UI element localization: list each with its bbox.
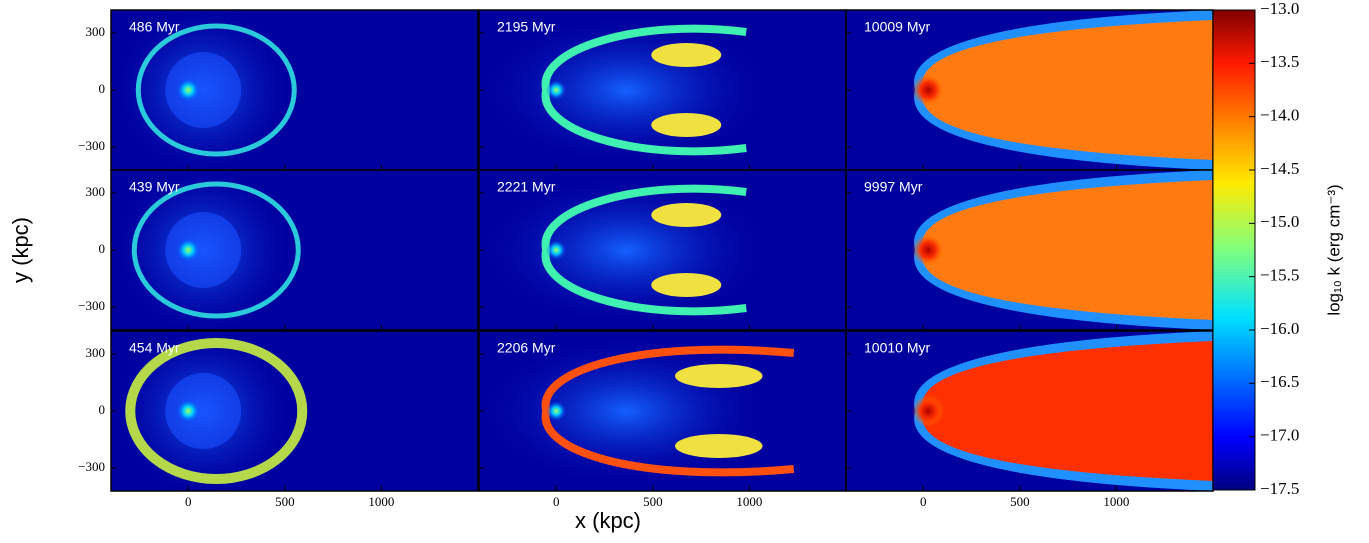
- inner: [165, 212, 242, 288]
- y-tick-label: 300: [86, 345, 106, 360]
- cone: [922, 341, 1213, 481]
- panel-label: 2221 Myr: [497, 179, 556, 195]
- colorbar-tick-label: −13.0: [1260, 0, 1299, 18]
- bow: [541, 345, 795, 477]
- y-tick-label: 300: [86, 184, 106, 199]
- x-tick-label: 0: [185, 494, 192, 509]
- shell: [125, 338, 308, 484]
- panel-label: 9997 Myr: [864, 179, 923, 195]
- lobe: [651, 273, 722, 297]
- colorbar: [1212, 9, 1256, 491]
- lobe: [675, 364, 763, 388]
- core: [176, 78, 201, 102]
- x-tick-label: 500: [643, 494, 663, 509]
- colorbar-tick-label: −15.0: [1260, 212, 1299, 231]
- cone: [922, 180, 1213, 320]
- panel: [846, 331, 1213, 491]
- y-tick-label: −300: [78, 459, 105, 474]
- x-tick-label: 1000: [736, 494, 762, 509]
- colorbar-tick-label: −14.5: [1260, 159, 1299, 178]
- panel: [479, 170, 846, 330]
- shell: [135, 23, 297, 157]
- core: [912, 234, 945, 266]
- y-tick-label: 0: [99, 241, 106, 256]
- x-tick-label: 0: [553, 494, 560, 509]
- x-tick-label: 500: [1010, 494, 1030, 509]
- y-tick-label: 0: [99, 402, 106, 417]
- core: [546, 240, 567, 260]
- shell: [131, 181, 301, 319]
- x-tick-label: 1000: [368, 494, 394, 509]
- panel: [846, 10, 1213, 170]
- panel: [846, 170, 1213, 330]
- colorbar-tick-label: −16.5: [1260, 372, 1299, 391]
- y-tick-label: −300: [78, 138, 105, 153]
- colorbar-tick-label: −14.0: [1260, 106, 1299, 125]
- panel-label: 2195 Myr: [497, 19, 556, 35]
- panel-label: 439 Myr: [129, 179, 180, 195]
- colorbar-tick-label: −17.5: [1260, 479, 1299, 498]
- y-axis-label: y (kpc): [8, 217, 33, 283]
- panel: [479, 331, 846, 491]
- colorbar-tick-label: −13.5: [1260, 52, 1299, 71]
- lobe: [651, 203, 722, 227]
- x-axis-label: x (kpc): [575, 508, 641, 533]
- panel: [111, 10, 478, 170]
- core: [176, 399, 201, 423]
- bow: [541, 24, 747, 156]
- lobe: [675, 434, 763, 458]
- y-tick-label: −300: [78, 298, 105, 313]
- bow: [541, 184, 747, 316]
- cone: [922, 20, 1213, 160]
- y-tick-label: 300: [86, 24, 106, 39]
- panel-label: 2206 Myr: [497, 340, 556, 356]
- panel: [111, 331, 478, 491]
- panel-label: 10010 Myr: [864, 340, 930, 356]
- panel: [479, 10, 846, 170]
- panel-label: 454 Myr: [129, 340, 180, 356]
- panel-label: 10009 Myr: [864, 19, 930, 35]
- lobe: [651, 113, 722, 137]
- x-tick-label: 0: [920, 494, 927, 509]
- panel-label: 486 Myr: [129, 19, 180, 35]
- colorbar-tick-label: −15.5: [1260, 266, 1299, 285]
- core: [912, 395, 945, 427]
- colorbar-tick-label: −16.0: [1260, 319, 1299, 338]
- core: [176, 238, 201, 262]
- core: [546, 401, 567, 421]
- core: [912, 74, 945, 106]
- x-tick-label: 500: [275, 494, 295, 509]
- panel: [111, 170, 478, 330]
- x-tick-label: 1000: [1103, 494, 1129, 509]
- inner: [165, 52, 242, 128]
- lobe: [651, 43, 722, 67]
- colorbar-label: log₁₀ k (erg cm⁻³): [1324, 184, 1343, 315]
- core: [546, 80, 567, 100]
- y-tick-label: 0: [99, 81, 106, 96]
- colorbar-tick-label: −17.0: [1260, 426, 1299, 445]
- inner: [165, 373, 242, 449]
